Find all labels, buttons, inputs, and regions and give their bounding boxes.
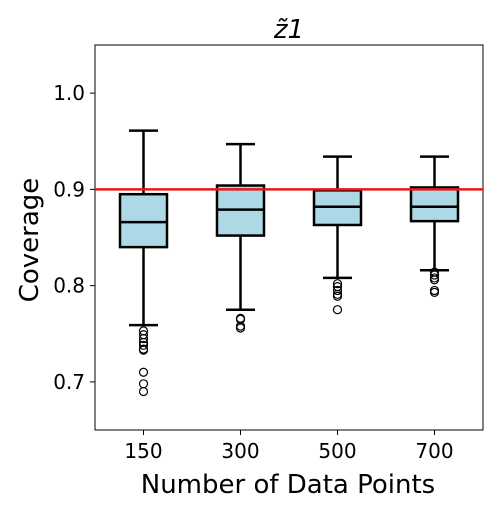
plot-frame [94,44,484,431]
x-tick-label: 700 [415,439,453,463]
outlier-point [235,323,246,333]
outlier-point [429,287,440,297]
box-iqr [409,186,460,223]
outlier-point [332,279,343,289]
y-tick-label: 1.0 [53,81,85,105]
chart-title: z̃1 [273,15,304,45]
x-tick-label: 300 [221,439,259,463]
outlier-point [332,285,343,296]
outlier-point [429,270,440,280]
outlier-point [429,275,440,285]
outlier-point [138,345,149,355]
x-axis-label: Number of Data Points [141,470,435,500]
y-tick-label: 0.8 [53,274,85,298]
plot-area: 0.7 0.8 0.9 1.0 150 300 500 700 [53,44,484,463]
box-iqr [118,192,169,249]
outlier-point [138,367,149,377]
y-axis-label: Coverage [15,178,45,303]
x-tick-label: 150 [124,439,162,463]
outlier-point [332,305,343,315]
outlier-point [332,291,343,301]
outlier-point [138,379,149,389]
outlier-point [138,386,149,397]
x-tick-label: 500 [318,439,356,463]
outlier-point [429,285,440,296]
outlier-point [138,340,149,350]
y-tick-label: 0.7 [53,370,85,394]
y-tick-label: 0.9 [53,177,85,201]
outlier-point [138,333,149,344]
outlier-point [235,314,246,324]
